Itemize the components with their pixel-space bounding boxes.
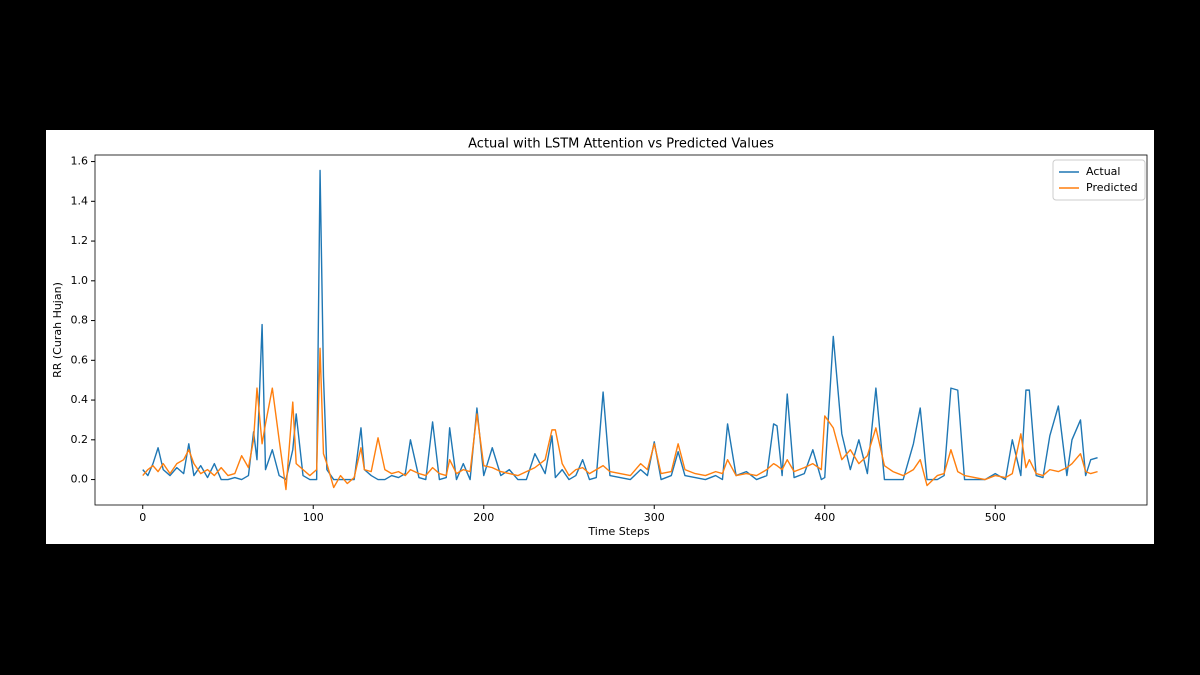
legend-box <box>1052 159 1146 201</box>
y-tick-label: 0.8 <box>71 314 89 327</box>
x-axis-label: Time Steps <box>587 525 649 538</box>
x-tick-label: 0 <box>139 511 146 524</box>
y-tick-label: 0.6 <box>71 353 89 366</box>
x-tick-label: 500 <box>985 511 1006 524</box>
x-tick-label: 100 <box>303 511 324 524</box>
y-tick-label: 0.2 <box>71 433 89 446</box>
data-line <box>142 169 1098 481</box>
y-tick-label: 1.4 <box>71 194 89 207</box>
y-tick-label: 1.0 <box>71 274 89 287</box>
figure <box>46 130 1154 544</box>
y-tick-label: 1.6 <box>71 155 89 168</box>
data-line <box>142 347 1098 491</box>
legend-label: Actual <box>1086 165 1120 178</box>
y-tick-label: 0.4 <box>71 393 89 406</box>
x-tick-label: 300 <box>644 511 665 524</box>
x-tick-label: 400 <box>814 511 835 524</box>
y-tick-label: 0.0 <box>71 473 89 486</box>
legend-label: Predicted <box>1086 181 1138 194</box>
y-axis-label: RR (Curah Hujan) <box>51 282 64 378</box>
chart-title: Actual with LSTM Attention vs Predicted … <box>468 137 774 152</box>
plot-frame <box>94 154 1148 506</box>
y-tick-label: 1.2 <box>71 234 89 247</box>
x-tick-label: 200 <box>473 511 494 524</box>
